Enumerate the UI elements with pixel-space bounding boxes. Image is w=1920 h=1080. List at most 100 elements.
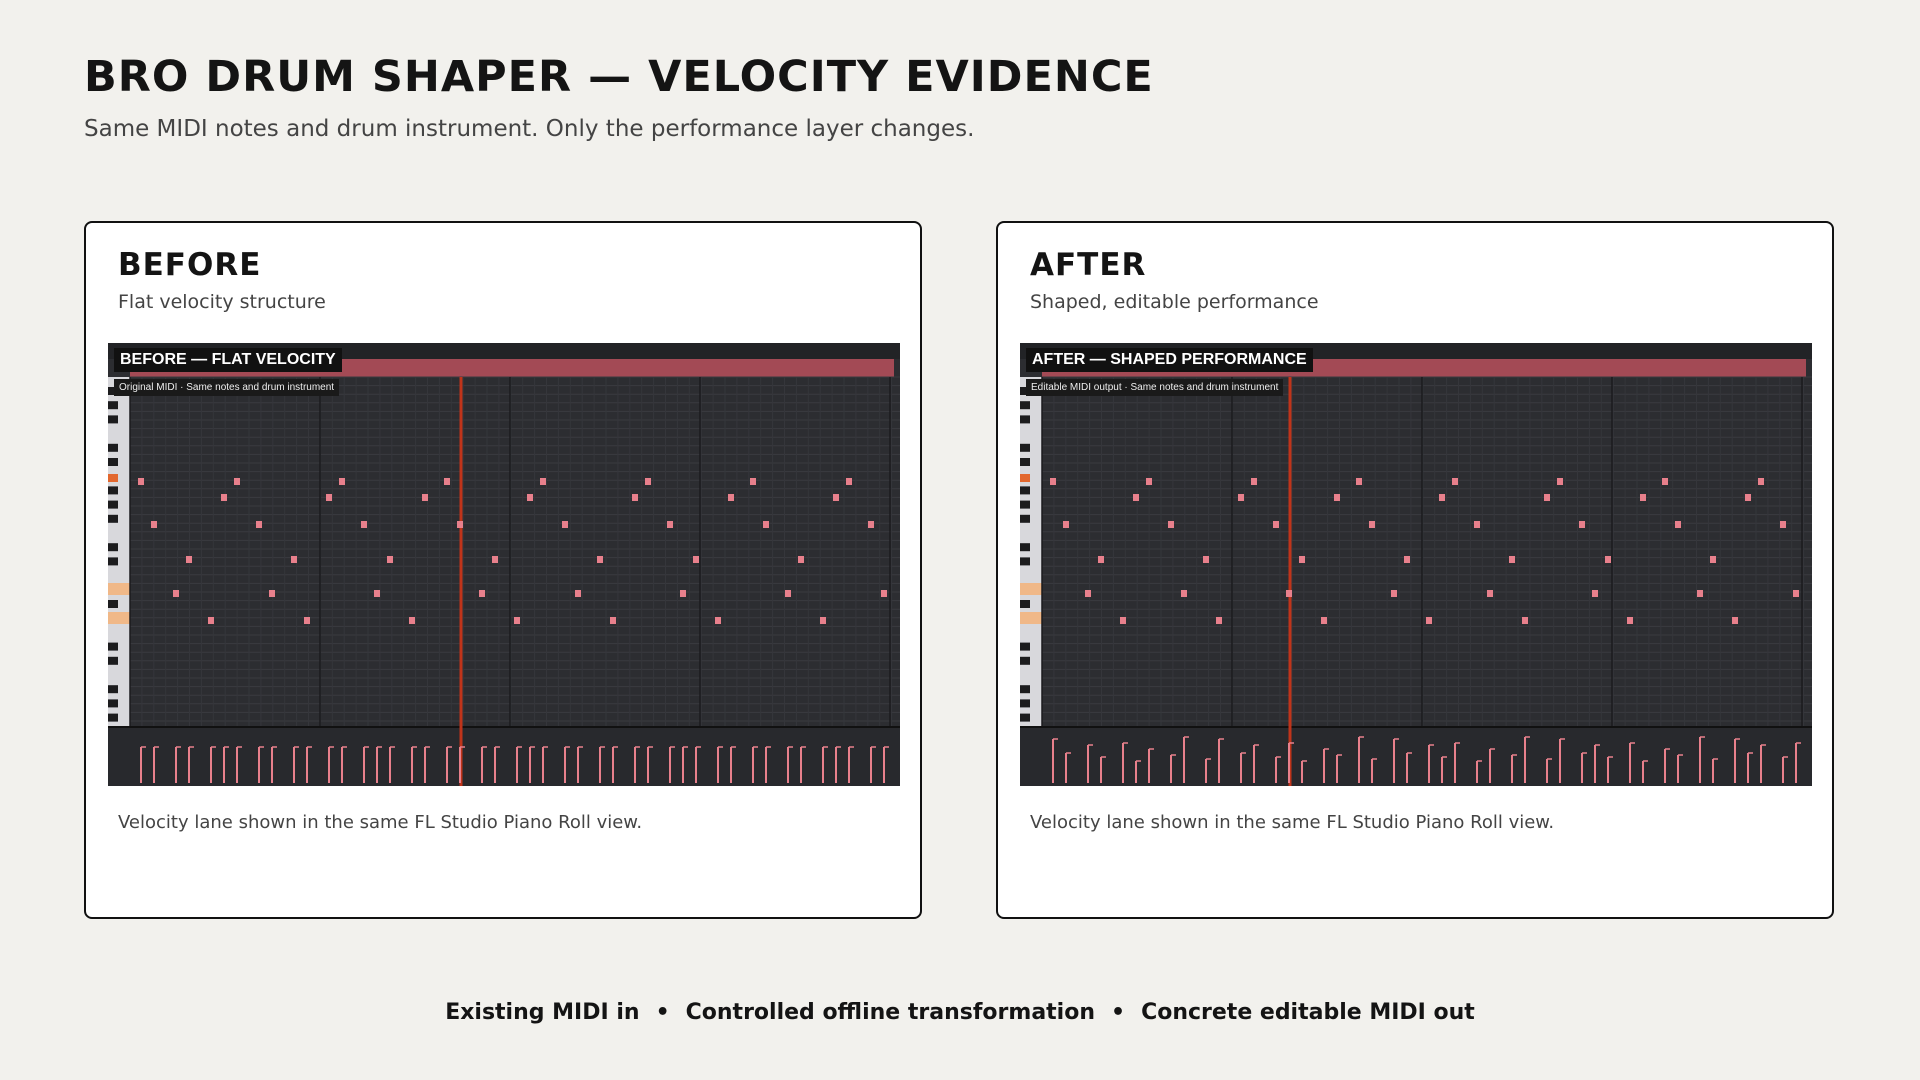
midi-note xyxy=(728,494,734,501)
midi-note xyxy=(457,521,463,528)
midi-note xyxy=(361,521,367,528)
midi-note xyxy=(1168,521,1174,528)
midi-note xyxy=(1286,590,1292,597)
midi-note xyxy=(1710,556,1716,563)
black-key xyxy=(108,514,118,523)
midi-note xyxy=(1273,521,1279,528)
velocity-lane xyxy=(1020,727,1812,786)
before-overlay-label: BEFORE — FLAT VELOCITY xyxy=(114,348,342,372)
black-key xyxy=(108,656,118,665)
midi-note xyxy=(1216,617,1222,624)
midi-note xyxy=(527,494,533,501)
midi-note xyxy=(256,521,262,528)
black-key xyxy=(108,486,118,495)
midi-note xyxy=(1793,590,1799,597)
midi-note xyxy=(597,556,603,563)
midi-note xyxy=(1697,590,1703,597)
midi-note xyxy=(1675,521,1681,528)
black-key xyxy=(1020,557,1030,566)
midi-note xyxy=(1662,478,1668,485)
midi-note xyxy=(1321,617,1327,624)
midi-note xyxy=(1404,556,1410,563)
black-key xyxy=(108,500,118,509)
midi-note xyxy=(645,478,651,485)
midi-note xyxy=(291,556,297,563)
midi-note xyxy=(562,521,568,528)
midi-note xyxy=(326,494,332,501)
footer-tagline: Existing MIDI in • Controlled offline tran… xyxy=(0,1000,1920,1025)
midi-note xyxy=(186,556,192,563)
footer-item-transformation: Controlled offline transformation xyxy=(685,1000,1095,1025)
black-key xyxy=(1020,387,1030,395)
velocity-lane xyxy=(108,727,900,786)
midi-note xyxy=(1085,590,1091,597)
black-key xyxy=(108,557,118,566)
footer-item-midi-out: Concrete editable MIDI out xyxy=(1141,1000,1475,1025)
midi-note xyxy=(715,617,721,624)
black-key xyxy=(1020,642,1030,651)
black-key xyxy=(108,713,118,722)
piano-keyboard xyxy=(108,377,130,727)
after-caption: Velocity lane shown in the same FL Studi… xyxy=(1030,812,1555,833)
highlight-key xyxy=(108,583,130,595)
black-key xyxy=(108,642,118,651)
midi-note xyxy=(1050,478,1056,485)
midi-note xyxy=(1120,617,1126,624)
midi-note xyxy=(1627,617,1633,624)
midi-note xyxy=(820,617,826,624)
active-key xyxy=(1020,474,1030,482)
before-caption: Velocity lane shown in the same FL Studi… xyxy=(118,812,643,833)
midi-note xyxy=(1334,494,1340,501)
midi-note xyxy=(444,478,450,485)
midi-note xyxy=(1487,590,1493,597)
piano-keyboard xyxy=(1020,377,1042,727)
midi-note xyxy=(1133,494,1139,501)
midi-note xyxy=(763,521,769,528)
midi-note xyxy=(339,478,345,485)
midi-note xyxy=(1356,478,1362,485)
black-key xyxy=(1020,500,1030,509)
midi-note xyxy=(374,590,380,597)
roll-background xyxy=(1020,343,1812,786)
black-key xyxy=(1020,458,1030,466)
midi-note xyxy=(881,590,887,597)
black-key xyxy=(108,458,118,466)
black-key xyxy=(1020,415,1030,424)
midi-note xyxy=(387,556,393,563)
midi-note xyxy=(208,617,214,624)
midi-note xyxy=(1557,478,1563,485)
midi-note xyxy=(1780,521,1786,528)
roll-background xyxy=(108,343,900,786)
after-overlay-label: AFTER — SHAPED PERFORMANCE xyxy=(1026,348,1313,372)
black-key xyxy=(108,699,118,708)
black-key xyxy=(108,543,118,552)
highlight-key xyxy=(1020,612,1042,624)
midi-note xyxy=(234,478,240,485)
midi-note xyxy=(1098,556,1104,563)
black-key xyxy=(1020,685,1030,694)
midi-note xyxy=(1426,617,1432,624)
footer-separator: • xyxy=(1111,1000,1126,1025)
midi-note xyxy=(409,617,415,624)
black-key xyxy=(108,443,118,452)
after-overlay-sub: Editable MIDI output · Same notes and dr… xyxy=(1026,379,1284,396)
midi-note xyxy=(479,590,485,597)
black-key xyxy=(108,415,118,424)
midi-note xyxy=(846,478,852,485)
midi-note xyxy=(1509,556,1515,563)
midi-note xyxy=(1146,478,1152,485)
page-title: BRO DRUM SHAPER — VELOCITY EVIDENCE xyxy=(84,52,1154,102)
midi-note xyxy=(1181,590,1187,597)
midi-note xyxy=(833,494,839,501)
midi-note xyxy=(1369,521,1375,528)
midi-note xyxy=(868,521,874,528)
black-key xyxy=(1020,486,1030,495)
midi-note xyxy=(138,478,144,485)
midi-note xyxy=(1452,478,1458,485)
before-overlay-sub: Original MIDI · Same notes and drum inst… xyxy=(114,379,340,396)
midi-note xyxy=(785,590,791,597)
black-key xyxy=(108,600,118,608)
midi-note xyxy=(610,617,616,624)
black-key xyxy=(1020,600,1030,608)
highlight-key xyxy=(1020,583,1042,595)
